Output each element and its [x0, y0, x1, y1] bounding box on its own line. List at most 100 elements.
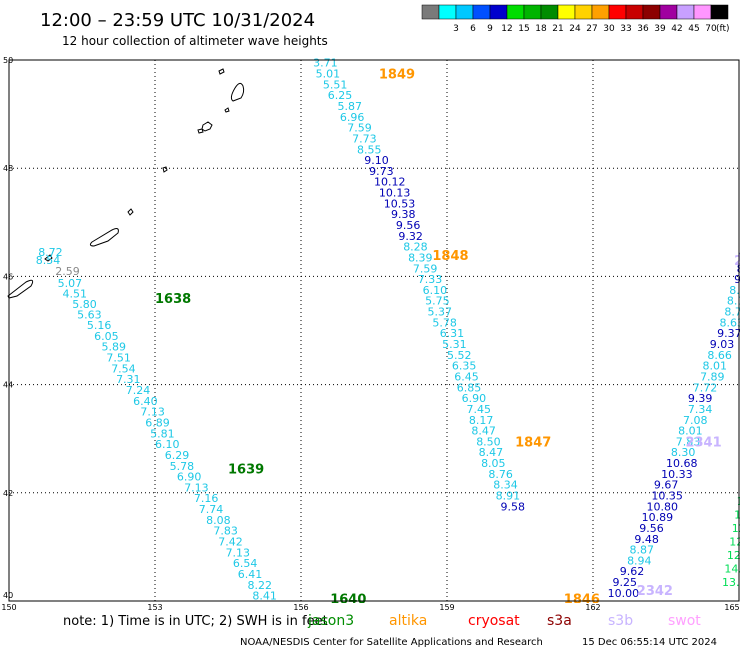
legend-tick-label: 24: [569, 24, 581, 34]
wave-height-label: 6.96: [340, 111, 365, 124]
y-tick-label: 50: [3, 56, 13, 65]
wave-height-label: 8.41: [252, 590, 276, 603]
wave-height-label: 6.54: [233, 557, 258, 570]
wave-height-label: 6.25: [328, 89, 353, 102]
satellite-name: s3b: [608, 613, 633, 629]
legend-tick-label: 3: [453, 24, 459, 34]
wave-height-label: 6.41: [238, 568, 263, 581]
color-legend: 3 6 9 12 15 18 21 24 27 30 33 36 39 42 45 70 (ft): [421, 4, 730, 34]
wave-height-label: 10.12: [374, 176, 406, 189]
x-tick-label: 159: [439, 603, 454, 612]
wave-height-label: 8.63: [720, 316, 740, 329]
wave-height-label: 9.37: [717, 327, 740, 340]
wave-height-label: 9.10: [364, 154, 389, 167]
wave-height-label: 8.47: [471, 425, 496, 438]
wave-height-label: 13.18: [722, 576, 740, 589]
wave-height-label: 10.89: [642, 511, 674, 524]
legend-swatch: [557, 4, 576, 20]
y-tick-label: 48: [3, 164, 13, 173]
wave-height-label: 6.40: [133, 395, 158, 408]
wave-height-label: 9.67: [654, 479, 679, 492]
wave-height-label: 10.00: [608, 587, 640, 600]
wave-height-label: 8.22: [247, 579, 272, 592]
wave-height-label: 5.31: [442, 338, 467, 351]
legend-swatch: [574, 4, 593, 20]
wave-height-label: 7.33: [418, 273, 443, 286]
legend-tick-label: 70: [705, 24, 717, 34]
legend-swatch: [438, 4, 457, 20]
legend-tick-label: 42: [671, 24, 682, 34]
legend-swatch: [659, 4, 678, 20]
wave-height-label: 9.5: [734, 273, 740, 286]
wave-height-label: 5.87: [338, 100, 363, 113]
wave-height-label: 8.73: [724, 306, 740, 319]
wave-height-label: 14.10: [724, 563, 740, 576]
legend-swatch: [523, 4, 542, 20]
wave-height-label: 6.85: [457, 381, 482, 394]
legend-tick-label: 39: [654, 24, 666, 34]
wave-height-label: 6.31: [440, 327, 465, 340]
wave-height-label: 10.13: [379, 187, 411, 200]
wave-height-label: 7.74: [199, 503, 224, 516]
legend-tick-label: 9: [487, 24, 493, 34]
legend-tick-label: 12: [501, 24, 512, 34]
wave-height-label: 13.: [737, 495, 740, 508]
legend-swatch: [676, 4, 695, 20]
wave-height-points: 8.728.542.595.074.515.805.635.166.055.89…: [36, 57, 740, 603]
legend-tick-label: 6: [470, 24, 476, 34]
wave-height-label: 8.47: [479, 446, 504, 459]
wave-height-label: 8.39: [408, 251, 433, 264]
wave-height-label: 10.80: [647, 500, 679, 513]
wave-height-label: 6.35: [452, 360, 477, 373]
wave-height-label: 7.13: [226, 546, 251, 559]
pass-number: 2342: [637, 584, 673, 599]
legend-swatch: [472, 4, 491, 20]
legend-swatch: [506, 4, 525, 20]
satellite-name: jason3: [307, 613, 354, 629]
x-tick-label: 153: [147, 603, 162, 612]
wave-height-label: 7.31: [116, 373, 141, 386]
wave-height-label: 8.76: [488, 468, 513, 481]
satellite-name: swot: [668, 613, 701, 629]
plot-frame: [8, 59, 740, 602]
wave-height-label: 5.81: [150, 427, 175, 440]
wave-height-label: 7.13: [184, 481, 209, 494]
footer-note: note: 1) Time is in UTC; 2) SWH is in fe…: [63, 614, 328, 629]
y-tick-label: 46: [3, 272, 13, 281]
wave-height-label: 8.50: [476, 435, 501, 448]
footer-timestamp: 15 Dec 06:55:14 UTC 2024: [582, 637, 717, 648]
wave-height-label: 7.54: [111, 362, 136, 375]
wave-height-label: 7.83: [213, 525, 238, 538]
y-tick-label: 40: [3, 591, 13, 600]
wave-height-label: 10.53: [384, 197, 416, 210]
legend-tick-label: 45: [688, 24, 699, 34]
wave-height-label: 8.28: [403, 241, 428, 254]
wave-height-label: 8.16: [727, 295, 740, 308]
pass-number: 1638: [155, 292, 191, 307]
wave-height-label: 5.80: [72, 298, 97, 311]
wave-height-label: 7.34: [688, 403, 713, 416]
wave-height-label: 5.01: [316, 68, 341, 81]
satellite-name: cryosat: [468, 613, 520, 629]
pass-number: 1848: [432, 249, 468, 264]
wave-height-label: 8.55: [357, 143, 382, 156]
legend-tick-label: 30: [603, 24, 615, 34]
satellite-legend: jason3 altika cryosat s3a s3b swot: [307, 613, 701, 629]
wave-height-label: 5.63: [77, 308, 102, 321]
wave-height-label: 9.48: [634, 533, 659, 546]
legend-tick-label: 27: [586, 24, 597, 34]
wave-height-label: 9.73: [369, 165, 394, 178]
wave-height-label: 12.7: [732, 522, 740, 535]
chart-subtitle: 12 hour collection of altimeter wave hei…: [62, 34, 328, 48]
legend-tick-label: 33: [620, 24, 631, 34]
x-axis-labels: 150 153 156 159 162 165: [1, 603, 739, 612]
wave-height-label: 8.30: [671, 446, 696, 459]
wave-height-label: 5.07: [58, 277, 83, 290]
wave-height-label: 5.16: [87, 319, 112, 332]
legend-swatch: [489, 4, 508, 20]
wave-height-label: 9.03: [710, 338, 735, 351]
wave-height-label: 8.9: [729, 284, 740, 297]
wave-height-label: 12.: [734, 508, 740, 521]
